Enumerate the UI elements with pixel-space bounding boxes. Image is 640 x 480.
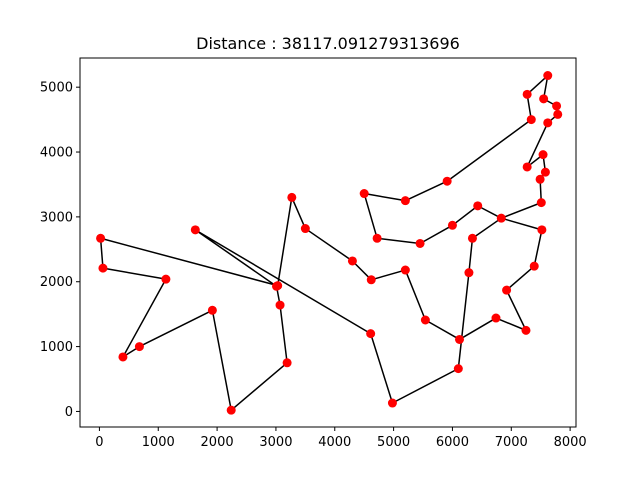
city-point — [275, 300, 285, 310]
city-point — [400, 196, 410, 206]
city-point — [521, 325, 531, 335]
x-tick-label: 7000 — [495, 435, 528, 450]
y-tick-label: 4000 — [40, 146, 73, 161]
city-point — [543, 71, 553, 81]
city-point — [453, 364, 463, 374]
city-point — [539, 94, 549, 104]
city-point — [96, 233, 106, 243]
city-point — [372, 233, 382, 243]
city-point — [442, 176, 452, 186]
city-point — [359, 189, 369, 199]
city-point — [537, 225, 547, 235]
y-tick-label: 3000 — [40, 210, 73, 225]
city-point — [496, 213, 506, 223]
city-point — [536, 198, 546, 208]
y-tick-label: 1000 — [40, 340, 73, 355]
plot-frame — [79, 57, 577, 428]
city-point — [529, 261, 539, 271]
city-point — [226, 405, 236, 415]
route-path-upper — [363, 74, 559, 245]
city-point — [366, 275, 376, 285]
city-point — [447, 220, 457, 230]
city-point — [553, 109, 563, 119]
city-point — [543, 118, 553, 128]
city-point — [467, 233, 477, 243]
city-point — [502, 285, 512, 295]
city-point — [473, 201, 483, 211]
city-point — [161, 274, 171, 284]
city-point — [282, 358, 292, 368]
city-point — [522, 162, 532, 172]
city-point — [540, 167, 550, 177]
city-point — [552, 101, 562, 111]
city-point — [538, 150, 548, 160]
city-point — [190, 225, 200, 235]
city-point — [526, 115, 536, 125]
x-tick-label: 8000 — [554, 435, 587, 450]
route-lines — [99, 74, 559, 411]
city-point — [207, 305, 217, 315]
city-point — [300, 224, 310, 234]
city-point — [98, 263, 108, 273]
chart-title: Distance : 38117.091279313696 — [196, 34, 460, 53]
y-tick-label: 2000 — [40, 275, 73, 290]
city-point — [535, 174, 545, 184]
city-point — [134, 342, 144, 352]
city-point — [387, 398, 397, 408]
route-path — [99, 196, 543, 411]
y-tick-label: 0 — [65, 405, 73, 420]
y-axis: 0 1000 2000 3000 4000 5000 — [40, 81, 80, 420]
city-point — [118, 352, 128, 362]
x-tick-label: 2000 — [201, 435, 234, 450]
city-point — [464, 268, 474, 278]
x-tick-label: 0 — [95, 435, 103, 450]
city-point — [415, 238, 425, 248]
city-points — [96, 71, 563, 415]
city-point — [287, 192, 297, 202]
x-tick-label: 3000 — [259, 435, 292, 450]
x-tick-label: 5000 — [377, 435, 410, 450]
x-tick-label: 6000 — [436, 435, 469, 450]
city-point — [491, 313, 501, 323]
city-point — [455, 334, 464, 344]
x-axis: 0 1000 2000 3000 4000 5000 6000 7000 8000 — [95, 427, 587, 450]
y-tick-label: 5000 — [40, 81, 73, 96]
city-point — [420, 315, 430, 325]
x-tick-label: 1000 — [142, 435, 175, 450]
x-tick-label: 4000 — [318, 435, 351, 450]
city-point — [522, 89, 532, 99]
city-point — [400, 265, 410, 275]
city-point — [366, 329, 376, 339]
city-point — [273, 281, 283, 291]
city-point — [347, 256, 357, 266]
